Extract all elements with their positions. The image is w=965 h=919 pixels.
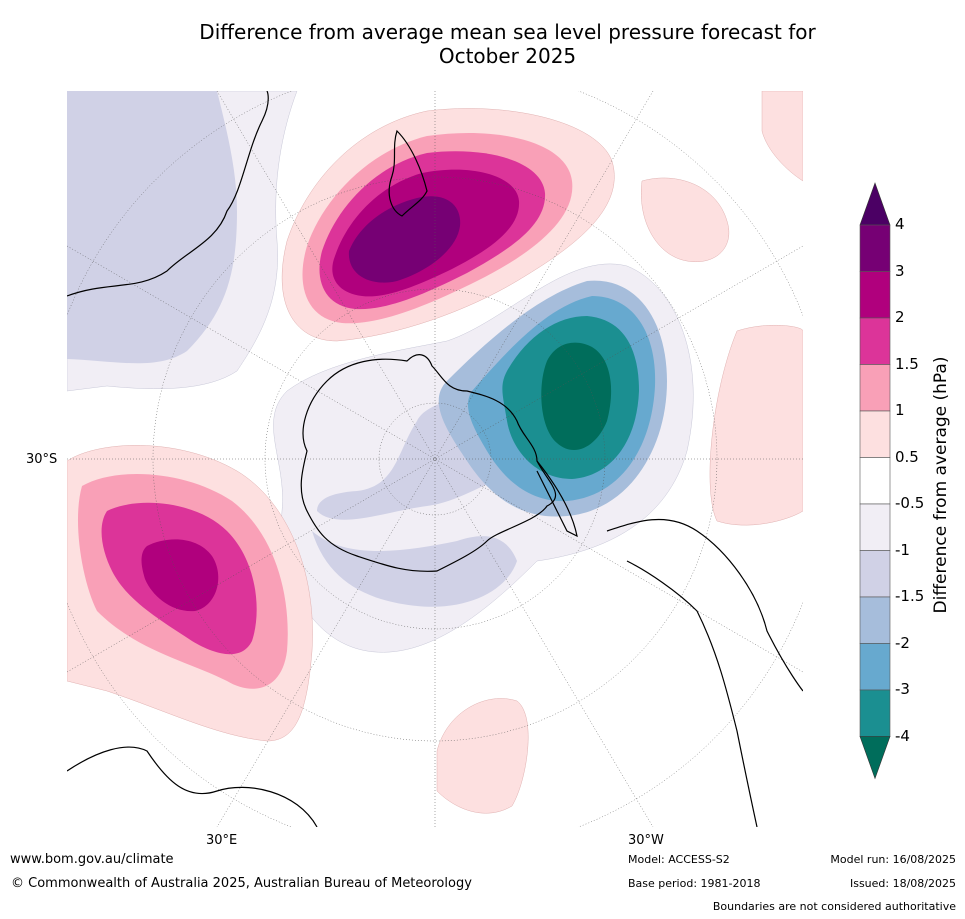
lon-label-30e: 30°E	[206, 833, 238, 848]
colorbar-tick-label: 1.5	[895, 354, 919, 373]
australia-coast	[67, 91, 269, 297]
colorbar-swatch	[859, 224, 891, 272]
lon-label-30w: 30°W	[628, 833, 664, 848]
anomaly-neg-west-inner	[67, 91, 237, 364]
colorbar-swatch	[859, 410, 891, 458]
title-line-2: October 2025	[438, 44, 577, 68]
footer-model: Model: ACCESS-S2	[628, 853, 730, 866]
graticule	[67, 91, 803, 827]
colorbar-tick-label: -2	[895, 633, 910, 652]
africa-coast	[67, 746, 318, 827]
colorbar-tick-label: 0.5	[895, 447, 919, 466]
footer-issued: Issued: 18/08/2025	[849, 877, 956, 890]
colorbar-tick-label: -3	[895, 680, 910, 698]
new-zealand-coast	[388, 129, 428, 217]
colorbar	[840, 180, 960, 790]
colorbar-swatch	[859, 643, 891, 691]
colorbar-tick-label: 4	[895, 215, 905, 233]
colorbar-tick-label: -0.5	[895, 494, 925, 512]
south-america-coast-2	[626, 560, 758, 827]
antarctica-coast	[300, 354, 557, 572]
title-line-1: Difference from average mean sea level p…	[199, 20, 816, 44]
anomaly-pos-ne-2	[761, 91, 803, 182]
coastlines	[67, 91, 803, 827]
polar-map	[67, 91, 803, 827]
footer-model-run: Model run: 16/08/2025	[830, 853, 956, 866]
footer-base-period: Base period: 1981-2018	[628, 877, 761, 890]
footer-copyright: © Commonwealth of Australia 2025, Austra…	[11, 876, 472, 891]
map-canvas	[67, 91, 803, 827]
colorbar-svg	[859, 182, 891, 780]
colorbar-title: Difference from average (hPa)	[931, 356, 951, 614]
colorbar-swatch	[859, 364, 891, 412]
colorbar-tick-label: 1	[895, 401, 905, 419]
footer-disclaimer: Boundaries are not considered authoritat…	[712, 900, 956, 913]
chart-title: Difference from average mean sea level p…	[100, 20, 915, 68]
colorbar-swatch	[859, 550, 891, 598]
colorbar-swatch	[859, 689, 891, 737]
anomaly-pos-e	[709, 324, 803, 526]
colorbar-swatch	[859, 503, 891, 551]
colorbar-swatch	[859, 457, 891, 505]
colorbar-extend-top	[859, 182, 891, 226]
anomaly-pos-nz-5	[348, 196, 461, 283]
colorbar-extend-bottom	[859, 736, 891, 780]
colorbar-swatch	[859, 596, 891, 644]
colorbar-swatch	[859, 317, 891, 365]
colorbar-tick-label: 3	[895, 261, 905, 280]
anomaly-neg-core-4	[541, 342, 612, 451]
colorbar-tick-label: -1.5	[895, 587, 925, 605]
anomaly-pos-s	[436, 698, 529, 814]
anomaly-neg-band-south	[312, 531, 517, 607]
anomaly-pos-sw-4	[141, 539, 219, 612]
colorbar-tick-label: -1	[895, 540, 910, 559]
colorbar-tick-label: -4	[895, 726, 910, 745]
lat-label-30s: 30°S	[26, 452, 58, 467]
footer-website[interactable]: www.bom.gov.au/climate	[10, 852, 174, 867]
antarctic-peninsula	[536, 460, 578, 538]
anomaly-pos-ne	[640, 177, 730, 263]
colorbar-swatch	[859, 271, 891, 319]
colorbar-swatches	[859, 182, 891, 780]
south-america-coast	[606, 518, 803, 692]
colorbar-tick-label: 2	[895, 308, 905, 326]
